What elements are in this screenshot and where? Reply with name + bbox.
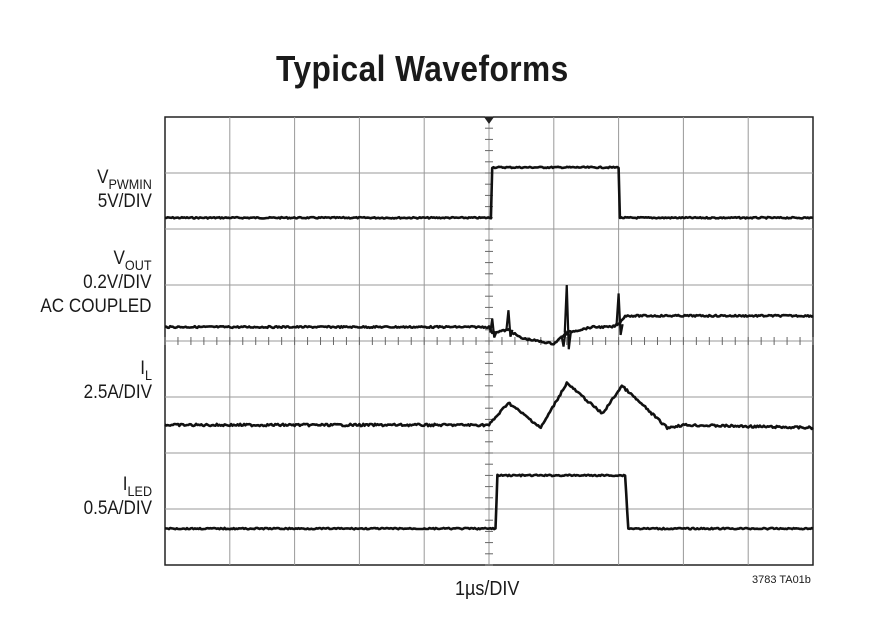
label-iled-sub: LED bbox=[127, 483, 152, 499]
trace-series-2 bbox=[164, 381, 814, 431]
label-vout-main: V bbox=[113, 248, 126, 269]
scope-traces bbox=[164, 165, 814, 531]
x-axis-label: 1µs/DIV bbox=[455, 578, 520, 600]
scope-grid bbox=[164, 116, 814, 566]
trace-spike bbox=[489, 318, 498, 338]
trace-spike bbox=[615, 293, 624, 336]
trace-spike bbox=[560, 327, 569, 347]
trace-series-3 bbox=[164, 473, 814, 531]
label-il-scale: 2.5A/DIV bbox=[83, 382, 152, 403]
label-iled-scale: 0.5A/DIV bbox=[83, 498, 152, 519]
label-vout-sub: OUT bbox=[125, 257, 152, 273]
label-iled: ILED 0.5A/DIV bbox=[84, 473, 152, 521]
trigger-marker bbox=[484, 117, 494, 124]
label-vout: VOUT 0.2V/DIV AC COUPLED bbox=[41, 247, 152, 319]
chart-title: Typical Waveforms bbox=[276, 48, 569, 89]
label-vpwmin-sub: PWMIN bbox=[108, 176, 152, 192]
label-vout-coupling: AC COUPLED bbox=[40, 296, 152, 317]
label-iled-main: I bbox=[122, 474, 128, 495]
trace-series-0 bbox=[164, 165, 814, 220]
trace-spike bbox=[563, 284, 572, 350]
trace-series-1 bbox=[164, 313, 814, 346]
label-il-main: I bbox=[140, 358, 145, 379]
label-vpwmin-main: V bbox=[97, 167, 109, 188]
label-il: IL 2.5A/DIV bbox=[84, 357, 152, 405]
label-vout-scale: 0.2V/DIV bbox=[83, 272, 152, 293]
label-vpwmin-scale: 5V/DIV bbox=[97, 191, 152, 212]
label-vpwmin: VPWMIN 5V/DIV bbox=[97, 166, 152, 214]
label-il-sub: L bbox=[144, 367, 152, 383]
trace-spike bbox=[505, 310, 514, 337]
figure-id: 3783 TA01b bbox=[752, 574, 811, 586]
